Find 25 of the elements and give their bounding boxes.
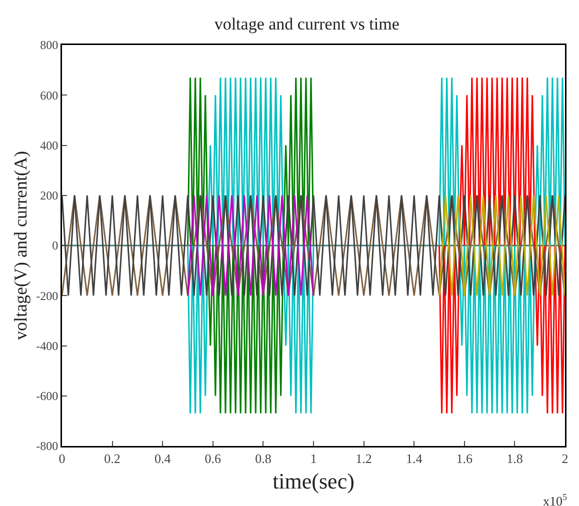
x-tick-label: 0.8 — [255, 451, 272, 466]
x-tick-label: 1.4 — [406, 451, 423, 466]
x-tick-label: 2 — [562, 451, 568, 466]
y-tick-label: 400 — [40, 138, 58, 152]
y-tick-label: -200 — [36, 288, 58, 303]
x-tick-label: 1.8 — [506, 451, 523, 466]
x-axis-title: time(sec) — [272, 468, 354, 494]
x-tick-label: 1.6 — [456, 451, 474, 466]
x-tick-label: 1.2 — [356, 451, 372, 466]
y-tick-label: -400 — [36, 338, 58, 353]
chart-title: voltage and current vs time — [214, 14, 400, 34]
line-series — [187, 76, 314, 414]
y-axis-title: voltage(V) and current(A) — [10, 151, 31, 340]
y-tick-label: -800 — [36, 439, 58, 454]
y-tick-label: -600 — [36, 389, 58, 404]
y-tick-label: 600 — [40, 88, 58, 102]
y-tick-label: 200 — [40, 188, 58, 203]
x-tick-label: 0.6 — [204, 451, 222, 466]
x-tick-label: 1 — [310, 451, 317, 466]
text: x10$^{5}$ — [543, 492, 568, 506]
x-tick-label: 0.4 — [154, 451, 172, 466]
x-tick-label: 0.2 — [104, 451, 120, 466]
y-tick-label: 0 — [52, 238, 58, 253]
line-series — [438, 76, 565, 414]
y-tick-label: 800 — [40, 38, 58, 52]
